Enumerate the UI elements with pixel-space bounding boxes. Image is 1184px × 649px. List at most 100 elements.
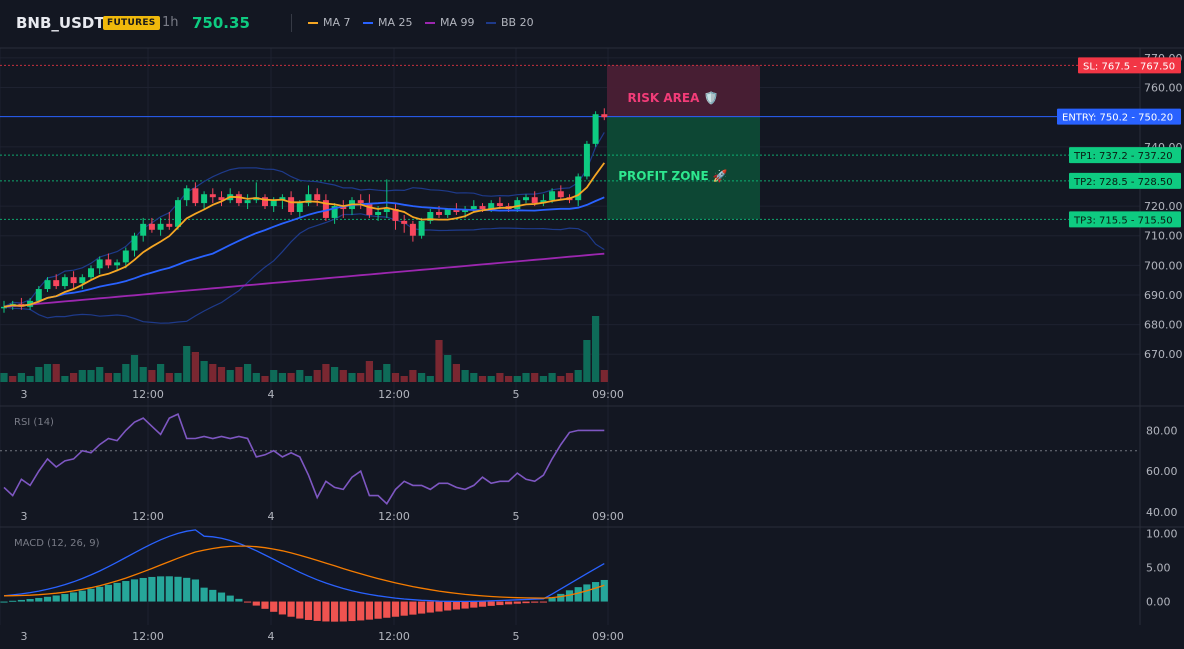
candle-body bbox=[183, 188, 190, 201]
volume-bar bbox=[287, 373, 295, 382]
volume-bar bbox=[183, 346, 191, 382]
macd-histogram-bar bbox=[252, 601, 260, 606]
candle-body bbox=[114, 262, 121, 266]
candle-body bbox=[79, 277, 86, 284]
candle-body bbox=[35, 289, 42, 301]
macd-histogram-bar bbox=[70, 592, 78, 602]
macd-histogram-bar bbox=[0, 601, 8, 603]
candle-body bbox=[418, 220, 425, 236]
timeframe-label[interactable]: 1h bbox=[162, 15, 179, 30]
macd-histogram-bar bbox=[383, 601, 391, 618]
volume-bar bbox=[444, 355, 452, 382]
price-tick: 680.00 bbox=[1144, 319, 1183, 332]
candle-body bbox=[557, 191, 564, 198]
macd-histogram-bar bbox=[26, 598, 34, 602]
legend-bb20[interactable]: BB 20 bbox=[486, 16, 534, 29]
bb20-swatch-icon bbox=[486, 22, 496, 24]
time-tick: 5 bbox=[513, 630, 520, 643]
legend-ma7-label: MA 7 bbox=[323, 16, 351, 29]
bb-upper-line bbox=[3, 132, 605, 308]
candle-body bbox=[366, 203, 373, 215]
candle-body bbox=[140, 223, 147, 236]
macd-histogram-bar bbox=[505, 601, 513, 605]
last-price: 750.35 bbox=[192, 14, 250, 32]
volume-bar bbox=[322, 364, 330, 382]
macd-histogram-bar bbox=[496, 601, 504, 606]
macd-histogram-bar bbox=[400, 601, 408, 616]
ma7-swatch-icon bbox=[308, 22, 318, 24]
candle-body bbox=[583, 143, 590, 177]
legend-ma25[interactable]: MA 25 bbox=[363, 16, 413, 29]
legend-ma99[interactable]: MA 99 bbox=[425, 16, 475, 29]
candle-body bbox=[148, 223, 155, 230]
macd-histogram-bar bbox=[461, 601, 469, 609]
volume-bar bbox=[270, 370, 278, 382]
time-tick: 12:00 bbox=[378, 388, 410, 401]
candle-body bbox=[357, 200, 364, 204]
volume-bar bbox=[244, 364, 252, 382]
candle-body bbox=[131, 235, 138, 251]
tp1-price-tag bbox=[1069, 147, 1181, 164]
macd-histogram-bar bbox=[548, 598, 556, 602]
volume-bar bbox=[409, 370, 417, 382]
rsi-tick: 80.00 bbox=[1146, 424, 1178, 437]
macd-histogram-bar bbox=[61, 594, 69, 602]
macd-histogram-bar bbox=[565, 590, 574, 602]
candle-body bbox=[401, 220, 408, 224]
price-tick: 710.00 bbox=[1144, 230, 1183, 243]
macd-histogram-bar bbox=[365, 601, 373, 620]
macd-histogram-bar bbox=[287, 601, 295, 617]
legend-ma7[interactable]: MA 7 bbox=[308, 16, 351, 29]
macd-signal-line bbox=[3, 545, 605, 599]
candle-body bbox=[488, 203, 495, 210]
candle-body bbox=[218, 197, 225, 201]
volume-bar bbox=[191, 352, 199, 382]
macd-histogram-bar bbox=[78, 590, 86, 602]
symbol-name[interactable]: BNB_USDT bbox=[16, 14, 105, 32]
candle-body bbox=[122, 250, 129, 263]
time-tick: 3 bbox=[21, 510, 28, 523]
volume-bar bbox=[531, 373, 539, 382]
sl-price-tag-text: SL: 767.5 - 767.50 bbox=[1083, 61, 1175, 72]
candle-body bbox=[305, 194, 312, 204]
time-tick: 5 bbox=[513, 510, 520, 523]
macd-histogram-bar bbox=[557, 593, 565, 602]
macd-histogram-bar bbox=[452, 601, 460, 610]
header-divider bbox=[291, 14, 292, 32]
risk-zone bbox=[607, 65, 760, 117]
time-tick: 5 bbox=[513, 388, 520, 401]
macd-tick: 0.00 bbox=[1146, 596, 1171, 609]
macd-histogram-bar bbox=[304, 601, 313, 620]
candle-body bbox=[166, 223, 173, 227]
volume-bar bbox=[574, 370, 582, 382]
candle-body bbox=[531, 197, 538, 204]
macd-tick: 5.00 bbox=[1146, 561, 1171, 574]
volume-bar bbox=[0, 373, 8, 382]
candle-body bbox=[436, 212, 442, 215]
volume-bar bbox=[200, 361, 208, 382]
volume-bar bbox=[235, 367, 243, 382]
macd-histogram-bar bbox=[348, 601, 356, 622]
macd-tick: 10.00 bbox=[1146, 527, 1178, 540]
price-tick: 760.00 bbox=[1144, 82, 1183, 95]
risk-area-label: RISK AREA 🛡️ bbox=[628, 91, 719, 105]
legend-bb20-label: BB 20 bbox=[501, 16, 534, 29]
macd-histogram-bar bbox=[313, 601, 321, 621]
time-tick: 3 bbox=[21, 630, 28, 643]
macd-histogram-bar bbox=[435, 601, 443, 612]
volume-bar bbox=[600, 370, 608, 382]
candle-body bbox=[175, 200, 181, 227]
rsi-tick: 40.00 bbox=[1146, 506, 1178, 519]
entry-price-tag bbox=[1057, 108, 1181, 125]
macd-histogram-bar bbox=[296, 601, 304, 619]
macd-histogram-bar bbox=[522, 601, 530, 604]
rsi-title: RSI (14) bbox=[14, 417, 54, 428]
volume-bar bbox=[505, 376, 513, 382]
volume-bar bbox=[226, 370, 234, 382]
macd-histogram-bar bbox=[122, 581, 130, 602]
volume-bar bbox=[165, 373, 173, 382]
candle-body bbox=[314, 194, 321, 201]
rsi-line bbox=[3, 413, 605, 505]
macd-histogram-bar bbox=[574, 587, 582, 602]
